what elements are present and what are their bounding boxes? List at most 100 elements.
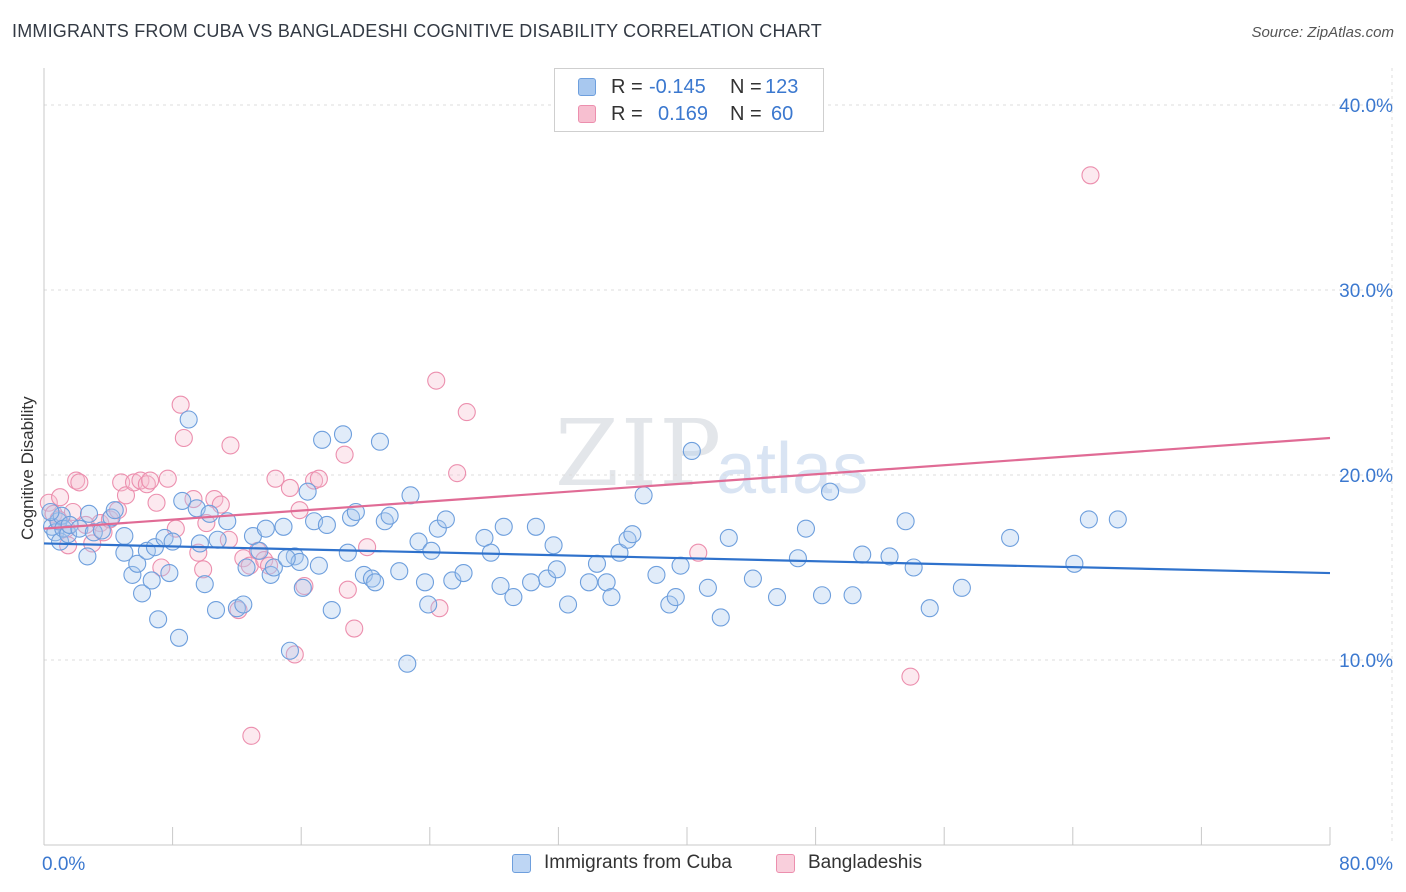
correlation-legend: R = -0.145 N = 123 R = 0.169 N = 60 — [554, 68, 824, 132]
bangladeshi-point — [1081, 166, 1100, 185]
cuba-point — [597, 573, 616, 592]
legend-r-value-bangladeshis: 0.169 — [658, 103, 709, 125]
legend-swatch-cuba — [578, 78, 596, 96]
bangladeshi-point — [70, 473, 89, 492]
bangladeshi-point — [221, 436, 240, 455]
cuba-point — [647, 565, 666, 584]
bangladeshi-point — [39, 493, 58, 512]
cuba-point — [133, 584, 152, 603]
cuba-point — [436, 510, 455, 529]
cuba-point — [169, 628, 189, 647]
data-points — [39, 166, 1127, 745]
cuba-point — [812, 586, 832, 605]
bangladeshi-point — [430, 599, 449, 618]
cuba-point — [179, 410, 198, 429]
cuba-point — [880, 547, 899, 566]
trend-lines — [43, 436, 1331, 575]
bottom-legend-label-cuba: Immigrants from Cuba — [544, 852, 732, 873]
bangladeshi-point — [427, 371, 446, 390]
cuba-point — [1108, 510, 1127, 529]
cuba-point — [173, 491, 192, 510]
cuba-point — [250, 541, 269, 560]
y-axis-label: Cognitive Disability — [18, 396, 37, 540]
cuba-point — [544, 536, 563, 555]
bangladeshi-point — [689, 543, 708, 562]
bangladeshi-point — [171, 395, 190, 414]
cuba-point — [78, 547, 97, 566]
cuba-point — [896, 512, 915, 531]
cuba-point — [538, 569, 557, 588]
cuba-point — [843, 586, 862, 605]
bangladeshi-point — [266, 469, 285, 488]
y-tick-label: 20.0% — [1339, 466, 1393, 487]
legend-n-label: N = — [730, 76, 762, 98]
bangladeshi-point — [338, 580, 357, 599]
cuba-point — [711, 608, 730, 627]
bangladeshi-point — [147, 493, 166, 512]
cuba-point — [375, 512, 394, 531]
cuba-point — [494, 517, 513, 536]
cuba-point — [587, 554, 607, 573]
cuba-point — [634, 486, 653, 505]
cuba-point — [767, 588, 787, 607]
cuba-point — [149, 610, 168, 629]
cuba-point — [579, 573, 598, 592]
cuba-point — [79, 504, 99, 523]
cuba-point — [70, 519, 89, 538]
cuba-point — [313, 430, 332, 449]
cuba-trend-line — [43, 542, 1331, 575]
cuba-point — [115, 526, 134, 546]
bangladeshi-point — [242, 726, 261, 745]
cuba-point — [419, 595, 438, 614]
cuba-point — [277, 549, 296, 568]
cuba-point — [274, 517, 293, 536]
cuba-point — [666, 588, 685, 607]
cuba-point — [904, 558, 923, 577]
cuba-point — [422, 541, 441, 560]
cuba-point — [454, 563, 473, 583]
cuba-point — [195, 575, 214, 594]
cuba-point — [415, 573, 435, 592]
bangladeshi-point — [116, 486, 136, 505]
cuba-point — [952, 578, 971, 597]
bangladeshi-point — [457, 403, 476, 422]
cuba-point — [920, 599, 939, 618]
cuba-point — [504, 588, 523, 607]
cuba-point — [491, 576, 510, 596]
cuba-point — [341, 508, 361, 527]
cuba-point — [142, 571, 161, 590]
bangladeshi-point — [67, 471, 86, 490]
cuba-point — [298, 482, 317, 501]
axes — [43, 68, 1331, 846]
bottom-legend-swatch-cuba — [512, 854, 531, 873]
x-tick-label-max: 80.0% — [1339, 854, 1393, 875]
cuba-point — [237, 558, 256, 577]
cuba-point — [256, 519, 275, 538]
cuba-point — [322, 600, 341, 620]
cuba-point — [41, 502, 60, 522]
cuba-point — [443, 571, 462, 590]
cuba-point — [618, 530, 637, 549]
legend-r-value-cuba: -0.145 — [649, 76, 706, 98]
cuba-point — [1079, 510, 1098, 529]
cuba-point — [317, 515, 336, 535]
x-tick-label-min: 0.0% — [42, 854, 85, 875]
y-tick-label: 40.0% — [1339, 96, 1393, 117]
bangladeshi-point — [51, 488, 70, 507]
cuba-point — [682, 441, 701, 461]
cuba-point — [409, 532, 428, 551]
cuba-point — [821, 482, 840, 501]
legend-row-cuba: R = -0.145 N = 123 — [555, 73, 823, 101]
cuba-point — [309, 556, 328, 575]
bangladeshi-point — [358, 538, 377, 557]
cuba-point — [796, 519, 816, 538]
bangladeshi-point — [141, 471, 160, 490]
cuba-point — [264, 558, 283, 577]
legend-row-bangladeshis: R = 0.169 N = 60 — [555, 100, 823, 128]
cuba-point — [123, 565, 142, 584]
cuba-point — [743, 569, 762, 588]
cuba-point — [293, 578, 312, 597]
cuba-point — [698, 578, 717, 597]
cuba-point — [160, 563, 179, 583]
